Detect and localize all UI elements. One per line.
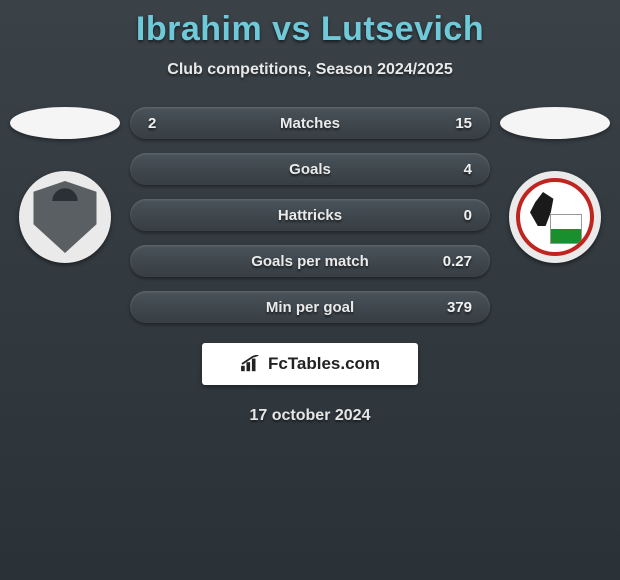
brand-text: FcTables.com [268, 354, 380, 374]
left-player-col [10, 107, 120, 263]
stat-row-hattricks: Hattricks 0 [130, 199, 490, 231]
left-club-badge [19, 171, 111, 263]
stat-row-goals-per-match: Goals per match 0.27 [130, 245, 490, 277]
stat-label: Goals per match [251, 253, 369, 270]
right-club-badge [509, 171, 601, 263]
main-row: 2 Matches 15 Goals 4 Hattricks 0 Goals p… [0, 107, 620, 323]
stat-label: Matches [280, 115, 340, 132]
stat-right-value: 379 [447, 299, 472, 316]
stat-right-value: 15 [455, 115, 472, 132]
page-title: Ibrahim vs Lutsevich [0, 10, 620, 49]
stat-left-value: 2 [148, 115, 156, 132]
stat-row-min-per-goal: Min per goal 379 [130, 291, 490, 323]
stat-label: Hattricks [278, 207, 342, 224]
page-subtitle: Club competitions, Season 2024/2025 [0, 61, 620, 79]
stats-column: 2 Matches 15 Goals 4 Hattricks 0 Goals p… [130, 107, 490, 323]
stat-row-goals: Goals 4 [130, 153, 490, 185]
stat-right-value: 0.27 [443, 253, 472, 270]
stat-label: Goals [289, 161, 331, 178]
right-player-col [500, 107, 610, 263]
comparison-card: Ibrahim vs Lutsevich Club competitions, … [0, 0, 620, 425]
right-flag-icon [500, 107, 610, 139]
footer-date: 17 october 2024 [0, 407, 620, 425]
stat-label: Min per goal [266, 299, 354, 316]
left-flag-icon [10, 107, 120, 139]
stat-row-matches: 2 Matches 15 [130, 107, 490, 139]
crest-icon [516, 178, 594, 256]
bar-chart-icon [240, 355, 262, 373]
brand-badge[interactable]: FcTables.com [202, 343, 418, 385]
stat-right-value: 4 [464, 161, 472, 178]
shield-icon [30, 181, 100, 253]
stat-right-value: 0 [464, 207, 472, 224]
